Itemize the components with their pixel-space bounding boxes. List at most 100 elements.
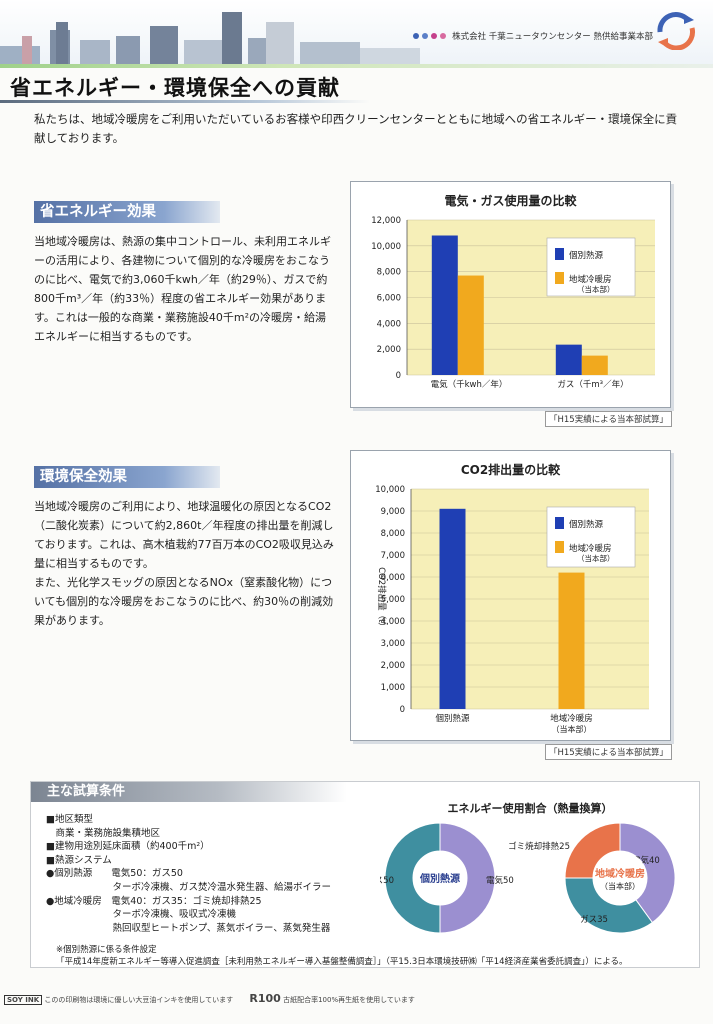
pie-slice-label: 電気40 (632, 855, 660, 866)
y-tick-label: 8,000 (381, 529, 405, 539)
header-banner (0, 0, 713, 66)
conditions-footnote: ※個別熱源に係る条件設定 「平成14年度新エネルギー等導入促進調査［未利用熱エネ… (56, 944, 696, 968)
city-skyline-image (0, 12, 420, 64)
pie-slice-label: ガス35 (580, 914, 608, 925)
dot (413, 33, 420, 39)
condition-line: ターボ冷凍機、吸収式冷凍機 (46, 909, 237, 921)
footnote-title: ※個別熱源に係る条件設定 (56, 945, 157, 955)
y-tick-label: 8,000 (377, 268, 401, 278)
conditions-heading: 主な試算条件 (31, 782, 347, 802)
bar-district (558, 572, 585, 709)
x-tick-label: 電気（千kwh／年） (431, 379, 508, 390)
legend-label: 地域冷暖房 (569, 274, 612, 285)
y-tick-label: 4,000 (377, 319, 401, 329)
title-underline (0, 100, 370, 103)
dot (422, 33, 429, 39)
page-title: 省エネルギー・環境保全への貢献 (10, 76, 340, 100)
section-text-environment-1: 当地域冷暖房のご利用により、地球温暖化の原因となるCO2（二酸化炭素）について約… (34, 500, 334, 570)
pie-charts-energy-ratio: 電気50 ガス50 個別熱源 電気40 ガス35 ゴミ焼却排熱25 地域冷暖房（当本部） (380, 822, 676, 934)
chart-note: 「H15実績による当本部試算」 (545, 744, 672, 760)
x-tick-label: 地域冷暖房 (550, 713, 593, 724)
y-tick-label: 12,000 (371, 216, 401, 226)
y-tick-label: 10,000 (371, 242, 401, 252)
bar-district (457, 275, 484, 375)
legend-label: 個別熱源 (569, 519, 604, 530)
legend-swatch (555, 517, 564, 529)
y-tick-label: 7,000 (381, 551, 405, 561)
y-tick-label: 1,000 (381, 683, 405, 693)
footnote-text: 「平成14年度新エネルギー等導入促進調査［未利用熱エネルギー導入基盤整備調査］」… (56, 957, 628, 967)
r100-text: 古紙配合率100%再生紙を使用しています (283, 996, 415, 1004)
soy-ink-logo: SOY INK (4, 995, 43, 1005)
header-dots (413, 32, 452, 42)
legend-label: 地域冷暖房 (569, 543, 612, 554)
legend-swatch (555, 272, 564, 284)
bar-individual (555, 344, 582, 375)
company-name: 株式会社 千葉ニュータウンセンター 熱供給事業本部 (413, 30, 653, 42)
legend-sublabel: （当本部） (577, 284, 615, 294)
x-tick-sublabel: （当本部） (552, 724, 592, 734)
legend-swatch (555, 248, 564, 260)
section-text-environment-2: また、光化学スモッグの原因となるNOx（窒素酸化物）についても個別的な冷暖房をお… (34, 576, 334, 627)
bar-individual (431, 235, 458, 375)
pie-center (413, 851, 467, 905)
pie-slice (384, 822, 441, 934)
chart-title: CO2排出量の比較 (460, 463, 561, 477)
y-tick-label: 10,000 (375, 485, 405, 495)
legend-swatch (555, 541, 564, 553)
bar-individual (439, 508, 466, 709)
company-label: 株式会社 千葉ニュータウンセンター 熱供給事業本部 (452, 32, 653, 42)
section-text-energy-saving: 当地域冷暖房は、熱源の集中コントロール、未利用エネルギーの活用により、各建物につ… (34, 235, 331, 343)
condition-line: ■熱源システム (46, 854, 112, 866)
soy-ink-text: このの印刷物は環境に優しい大豆油インキを使用しています (44, 996, 234, 1004)
y-tick-label: 9,000 (381, 507, 405, 517)
pie-slice-label: ガス50 (380, 875, 394, 886)
chart-note: 「H15実績による当本部試算」 (545, 411, 672, 427)
legend-box (546, 237, 636, 297)
condition-line: 商業・業務施設集積地区 (46, 827, 161, 839)
intro-text: 私たちは、地域冷暖房をご利用いただいているお客様や印西クリーンセンターとともに地… (34, 112, 678, 145)
dot (431, 33, 438, 39)
y-tick-label: 3,000 (381, 639, 405, 649)
bar-district (581, 355, 608, 375)
y-tick-label: 2,000 (381, 661, 405, 671)
dot (440, 33, 447, 39)
pie-slice-label: ゴミ焼却排熱25 (508, 841, 570, 852)
condition-line: ●個別熱源 電気50：ガス50 (46, 868, 183, 880)
condition-line: ■建物用途別延床面積（約400千m²） (46, 841, 210, 853)
y-tick-label: 4,000 (381, 617, 405, 627)
condition-line: 熱回収型ヒートポンプ、蒸気ボイラー、蒸気発生器 (46, 922, 331, 934)
legend-sublabel: （当本部） (577, 553, 615, 563)
y-tick-label: 0 (400, 705, 405, 715)
header-accent-line (0, 64, 713, 68)
condition-line: ターボ冷凍機、ガス焚冷温水発生器、給湯ボイラー (46, 881, 332, 893)
company-logo-icon (657, 12, 695, 50)
chart-title: 電気・ガス使用量の比較 (444, 194, 577, 208)
pie-center-sublabel: （当本部） (600, 881, 640, 891)
pie-slice-label: 電気50 (486, 875, 514, 886)
condition-line: ■地区類型 (46, 814, 93, 825)
x-tick-label: 個別熱源 (435, 713, 470, 724)
r100-logo: R100 (249, 992, 281, 1005)
section-heading-energy-saving: 省エネルギー効果 (34, 201, 220, 223)
pie-center-label: 個別熱源 (419, 872, 460, 885)
chart-co2-plot: 0 1,000 2,000 3,000 4,000 5,000 6,000 7,000 8,00… (375, 485, 649, 734)
section-heading-environment: 環境保全効果 (34, 466, 220, 488)
pie-center (593, 851, 647, 905)
pie-slice (564, 822, 621, 879)
y-tick-label: 6,000 (377, 294, 401, 304)
x-tick-label: ガス（千m³／年） (557, 379, 628, 390)
y-axis-label: CO2排出量（t） (376, 567, 387, 631)
footer: SOY INK このの印刷物は環境に優しい大豆油インキを使用しています R100… (4, 992, 415, 1005)
condition-line: ●地域冷暖房 電気40：ガス35：ゴミ焼却排熱25 (46, 895, 262, 907)
legend-label: 個別熱源 (569, 250, 604, 261)
pie-chart-title: エネルギー使用割合（熱量換算） (447, 802, 613, 815)
chart-energy-usage: 電気・ガス使用量の比較 0 2,000 4,000 6,000 8,000 10,000 1… (350, 181, 671, 408)
pie-slice (439, 822, 496, 934)
chart-co2-emission: CO2排出量の比較 0 1,000 2,000 3,000 4,000 5,000 6,00… (350, 450, 671, 741)
y-tick-label: 5,000 (381, 595, 405, 605)
chart-energy-usage-plot: 0 2,000 4,000 6,000 8,000 10,000 12,000 電気（千kwh… (371, 216, 655, 390)
y-tick-label: 2,000 (377, 345, 401, 355)
y-tick-label: 6,000 (381, 573, 405, 583)
conditions-list: ■地区類型 商業・業務施設集積地区 ■建物用途別延床面積（約400千m²） ■熱… (46, 813, 376, 935)
